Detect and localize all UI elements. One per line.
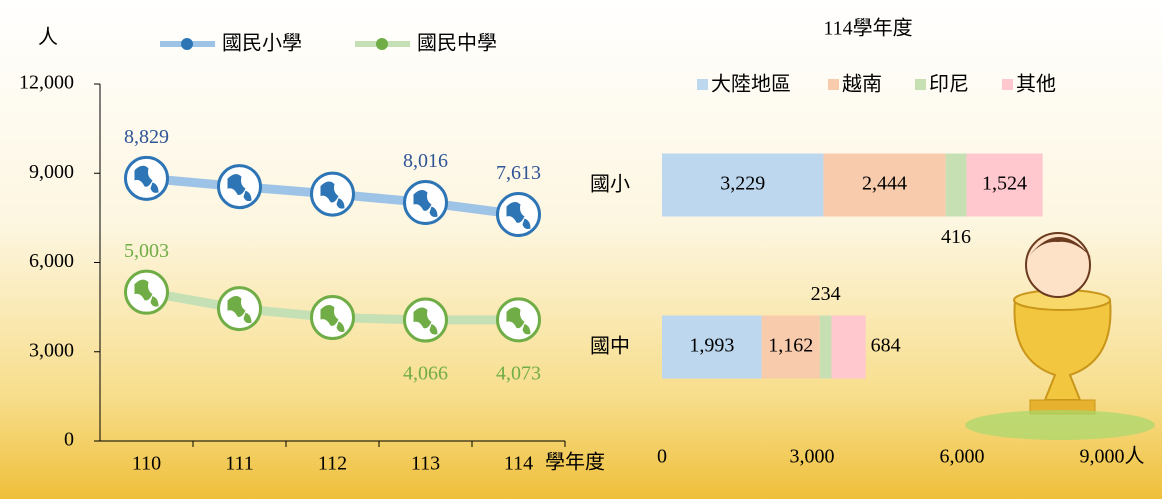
bar-segment bbox=[761, 315, 820, 379]
legend-swatch bbox=[697, 79, 708, 90]
data-label: 2,444 bbox=[862, 173, 907, 195]
legend-label: 印尼 bbox=[929, 72, 969, 96]
chart-title: 114學年度 bbox=[823, 17, 912, 40]
legend-label: 大陸地區 bbox=[711, 72, 791, 96]
data-label: 234 bbox=[811, 283, 841, 305]
legend-label: 國民中學 bbox=[417, 31, 497, 55]
data-label: 8,016 bbox=[403, 150, 448, 172]
legend-label: 國民小學 bbox=[222, 31, 302, 55]
globe-land bbox=[413, 307, 438, 335]
x-axis-label: 學年度 bbox=[545, 450, 605, 474]
bar-segment bbox=[662, 315, 762, 379]
x-tick-label: 111 bbox=[225, 453, 254, 475]
legend-swatch bbox=[915, 79, 926, 90]
x-tick-label: 113 bbox=[411, 453, 440, 475]
data-label: 416 bbox=[941, 226, 971, 248]
data-label: 4,073 bbox=[496, 362, 541, 384]
globe-land bbox=[506, 307, 531, 335]
y-tick-label: 0 bbox=[64, 429, 74, 451]
data-label: 684 bbox=[871, 335, 901, 357]
x-tick-label: 6,000 bbox=[940, 446, 985, 468]
globe-land bbox=[506, 201, 531, 230]
x-tick-label: 0 bbox=[657, 446, 667, 468]
x-tick-label: 114 bbox=[504, 453, 533, 475]
legend-swatch bbox=[1002, 79, 1013, 90]
bar-segment bbox=[945, 153, 967, 217]
globe-land bbox=[134, 165, 159, 193]
legend-marker bbox=[376, 38, 388, 50]
y-tick-label: 3,000 bbox=[29, 339, 74, 361]
trophy-decoration bbox=[965, 232, 1155, 440]
globe-land bbox=[320, 181, 345, 209]
x-tick-label: 3,000 bbox=[790, 446, 835, 468]
bar-segment bbox=[823, 153, 946, 217]
globe-land bbox=[227, 174, 252, 202]
data-label: 1,993 bbox=[689, 335, 734, 357]
data-label: 4,066 bbox=[403, 363, 448, 385]
globe-land bbox=[134, 279, 159, 307]
y-axis-label: 人 bbox=[38, 25, 58, 49]
bar-segment bbox=[966, 153, 1043, 217]
y-tick-label: 國中 bbox=[590, 334, 630, 358]
legend-marker bbox=[181, 38, 193, 50]
legend-swatch bbox=[828, 79, 839, 90]
data-label: 8,829 bbox=[124, 126, 169, 148]
y-tick-label: 9,000 bbox=[29, 161, 74, 183]
y-tick-label: 12,000 bbox=[19, 72, 74, 94]
data-label: 5,003 bbox=[124, 240, 169, 262]
legend-label: 其他 bbox=[1016, 72, 1056, 96]
x-tick-label: 110 bbox=[132, 453, 161, 475]
globe-land bbox=[413, 189, 438, 218]
x-tick-label: 112 bbox=[318, 453, 347, 475]
globe-land bbox=[227, 296, 252, 324]
data-label: 1,162 bbox=[768, 335, 813, 357]
globe-land bbox=[320, 304, 345, 333]
data-label: 7,613 bbox=[496, 162, 541, 184]
y-tick-label: 國小 bbox=[590, 172, 630, 196]
bar-segment bbox=[819, 315, 832, 379]
data-label: 3,229 bbox=[720, 173, 765, 195]
x-tick-label: 9,000人 bbox=[1080, 445, 1145, 468]
legend-label: 越南 bbox=[842, 72, 882, 96]
data-label: 1,524 bbox=[982, 173, 1027, 195]
y-tick-label: 6,000 bbox=[29, 250, 74, 272]
bar-segment bbox=[662, 153, 824, 217]
bar-segment bbox=[831, 315, 866, 379]
